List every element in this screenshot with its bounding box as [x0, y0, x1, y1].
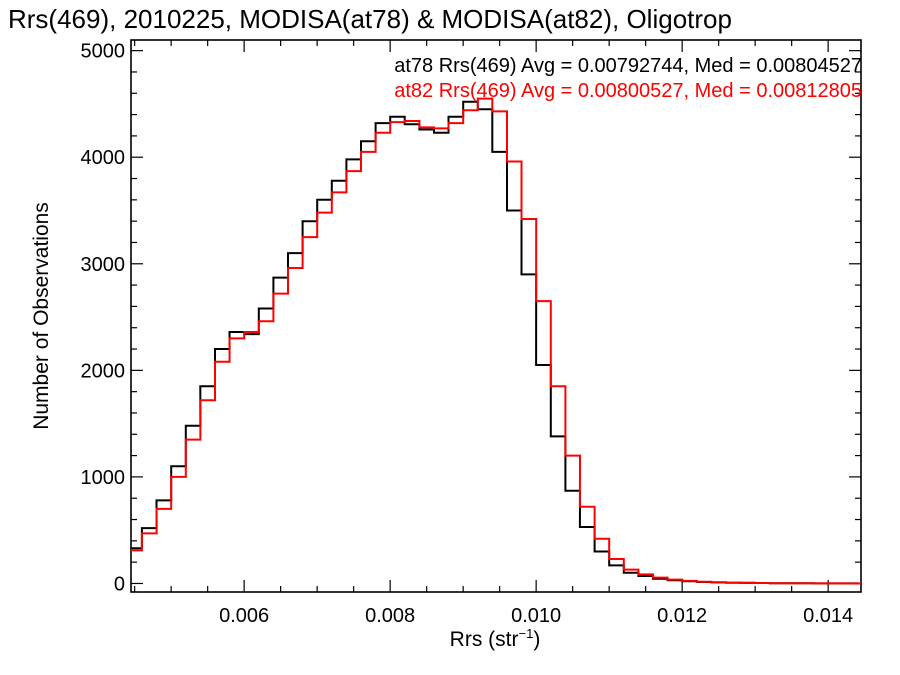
x-tick-labels: 0.006 0.008 0.010 0.012 0.014: [219, 605, 853, 627]
x-tick-label: 0.008: [365, 605, 415, 627]
series-line-at78: [131, 100, 861, 585]
x-tick-label: 0.010: [511, 605, 561, 627]
x-tick-label: 0.006: [219, 605, 269, 627]
y-tick-label: 5000: [81, 41, 126, 63]
y-tick-label: 1000: [81, 467, 126, 489]
x-axis-title-sup: −1: [519, 626, 534, 641]
x-tick-label: 0.012: [657, 605, 707, 627]
series-line-at82: [131, 97, 861, 585]
y-tick-label: 4000: [81, 147, 126, 169]
y-tick-label: 2000: [81, 360, 126, 382]
x-axis-title: Rrs (str−1): [450, 626, 541, 651]
x-axis-title-main: Rrs (str: [450, 628, 519, 651]
series-layer: [131, 97, 861, 585]
y-tick-label: 0: [114, 573, 125, 595]
x-tick-label: 0.014: [803, 605, 853, 627]
axis-ticks: [131, 40, 861, 592]
x-axis-title-close: ): [533, 628, 540, 651]
y-axis-title: Number of Observations: [30, 202, 53, 430]
legend-entry-at78: at78 Rrs(469) Avg = 0.00792744, Med = 0.…: [394, 55, 862, 77]
y-tick-label: 3000: [81, 254, 126, 276]
plot-frame: [130, 39, 862, 593]
y-tick-labels: 0 1000 2000 3000 4000 5000: [81, 41, 126, 596]
legend-entry-at82: at82 Rrs(469) Avg = 0.00800527, Med = 0.…: [394, 80, 862, 102]
chart-title: Rrs(469), 2010225, MODISA(at78) & MODISA…: [8, 4, 732, 34]
